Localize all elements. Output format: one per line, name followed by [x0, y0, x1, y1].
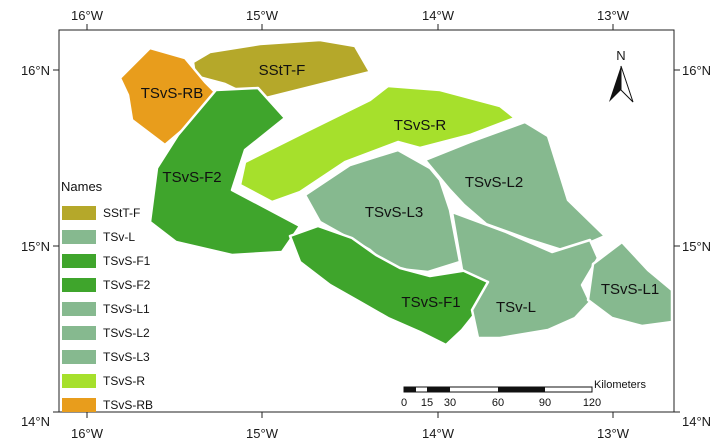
- left-tick-label: 14°N: [21, 414, 50, 429]
- zone-label: TSvS-R: [394, 117, 447, 134]
- scale-bar-tick: 0: [401, 397, 407, 409]
- left-tick-label: 16°N: [21, 63, 50, 78]
- bottom-tick-label: 13°W: [597, 426, 630, 441]
- legend-swatch: [62, 302, 96, 316]
- legend-label: TSvS-L2: [103, 326, 150, 340]
- scale-bar-unit: Kilometers: [594, 379, 646, 391]
- scale-bar-tick: 30: [444, 397, 456, 409]
- legend-swatch: [62, 350, 96, 364]
- zone-sstt-f: [191, 38, 372, 102]
- top-tick-label: 13°W: [597, 8, 630, 23]
- zone-label: TSvS-L2: [465, 174, 523, 191]
- legend-swatch: [62, 374, 96, 388]
- zone-tsv-l: [450, 210, 600, 340]
- scale-bar-tick: 90: [539, 397, 551, 409]
- scale-bar-tick: 15: [421, 397, 433, 409]
- legend-label: TSvS-F1: [103, 254, 151, 268]
- zone-label: TSvS-L1: [601, 281, 659, 298]
- north-arrow-icon: N: [609, 48, 634, 103]
- top-tick-label: 14°W: [422, 8, 455, 23]
- legend-label: TSvS-L3: [103, 350, 150, 364]
- legend: Names SStT-F TSv-L TSvS-F1 TSvS-F2 TSvS-…: [61, 179, 153, 412]
- zone-label: TSvS-F1: [401, 294, 460, 311]
- scale-bar: Kilometers 0 15 30 60 90 120: [401, 379, 647, 409]
- top-tick-label: 16°W: [71, 8, 104, 23]
- legend-label: TSvS-RB: [103, 398, 153, 412]
- zone-layer: [118, 38, 674, 347]
- right-tick-label: 15°N: [682, 239, 711, 254]
- legend-swatch: [62, 398, 96, 412]
- zone-tsvs-r: [238, 84, 517, 204]
- legend-label: TSv-L: [103, 230, 135, 244]
- right-tick-label: 14°N: [682, 414, 711, 429]
- legend-swatch: [62, 278, 96, 292]
- top-tick-label: 15°W: [246, 8, 279, 23]
- scale-bar-tick: 60: [492, 397, 504, 409]
- zone-tsvs-f2: [148, 86, 302, 257]
- bottom-tick-label: 16°W: [71, 426, 104, 441]
- bottom-tick-label: 15°W: [246, 426, 279, 441]
- north-arrow-label: N: [616, 48, 625, 63]
- zone-label: SStT-F: [259, 62, 306, 79]
- zone-label: TSv-L: [496, 299, 536, 316]
- zone-label: TSvS-RB: [141, 85, 204, 102]
- legend-label: TSvS-L1: [103, 302, 150, 316]
- frame-tick-marks: [53, 24, 680, 418]
- legend-swatch: [62, 206, 96, 220]
- legend-label: TSvS-R: [103, 374, 145, 388]
- bottom-tick-label: 14°W: [422, 426, 455, 441]
- legend-swatch: [62, 230, 96, 244]
- legend-swatch: [62, 254, 96, 268]
- legend-swatch: [62, 326, 96, 340]
- right-tick-label: 16°N: [682, 63, 711, 78]
- left-tick-label: 15°N: [21, 239, 50, 254]
- zone-label: TSvS-L3: [365, 204, 423, 221]
- zone-tsvs-l1: [586, 240, 674, 328]
- legend-label: SStT-F: [103, 206, 140, 220]
- zone-label: TSvS-F2: [162, 169, 221, 186]
- scale-bar-tick: 120: [583, 397, 601, 409]
- legend-label: TSvS-F2: [103, 278, 151, 292]
- legend-title: Names: [61, 179, 103, 194]
